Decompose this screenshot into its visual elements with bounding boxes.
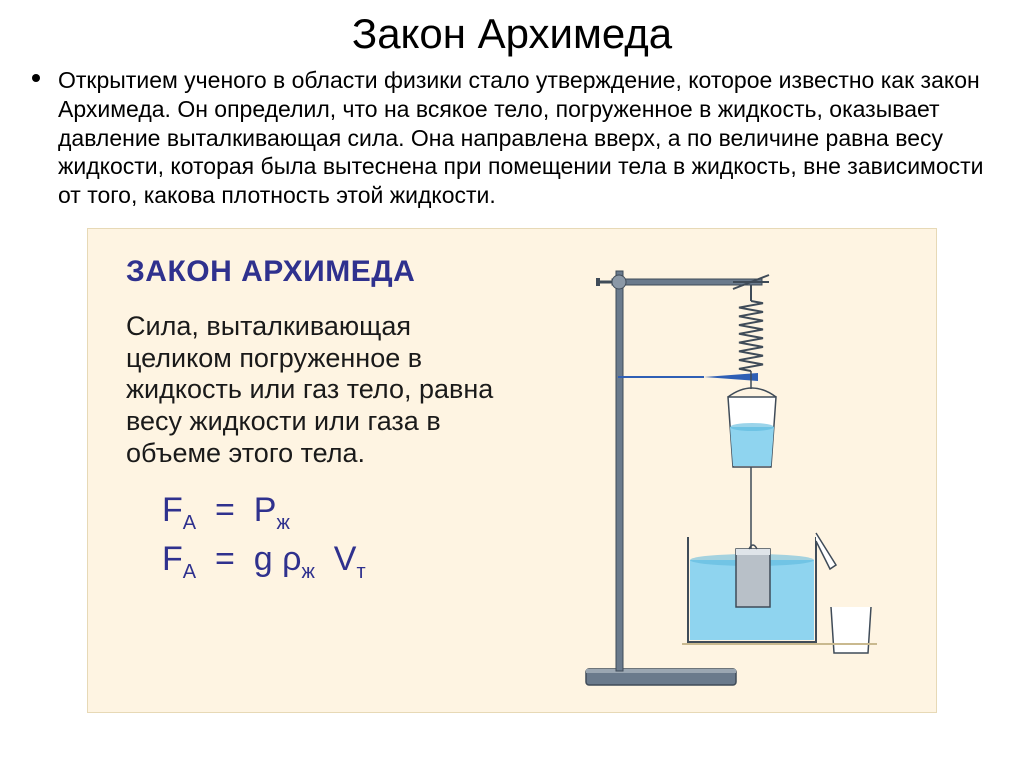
intro-text: Открытием ученого в области физики стало…	[58, 67, 984, 208]
law-panel: ЗАКОН АРХИМЕДА Сила, выталкивающая целик…	[87, 228, 937, 713]
f2-rhs1: g ρ	[254, 540, 302, 578]
slide-title: Закон Архимеда	[0, 0, 1024, 66]
intro-paragraph: Открытием ученого в области физики стало…	[0, 66, 1024, 210]
law-statement: Сила, выталкивающая целиком погруженное …	[88, 289, 518, 470]
f2-lhs: F	[162, 540, 183, 578]
f2-rhs2: V	[334, 540, 357, 578]
f2-rhs2-sub: т	[356, 561, 365, 583]
f1-rhs: P	[254, 491, 277, 529]
f1-rhs-sub: ж	[276, 512, 289, 534]
f1-lhs: F	[162, 491, 183, 529]
f2-lhs-sub: A	[183, 561, 196, 583]
f2-rhs1-sub: ж	[301, 561, 314, 583]
bullet-icon	[32, 74, 40, 82]
f1-lhs-sub: A	[183, 512, 196, 534]
apparatus-diagram	[576, 249, 896, 689]
apparatus-svg	[576, 249, 896, 689]
